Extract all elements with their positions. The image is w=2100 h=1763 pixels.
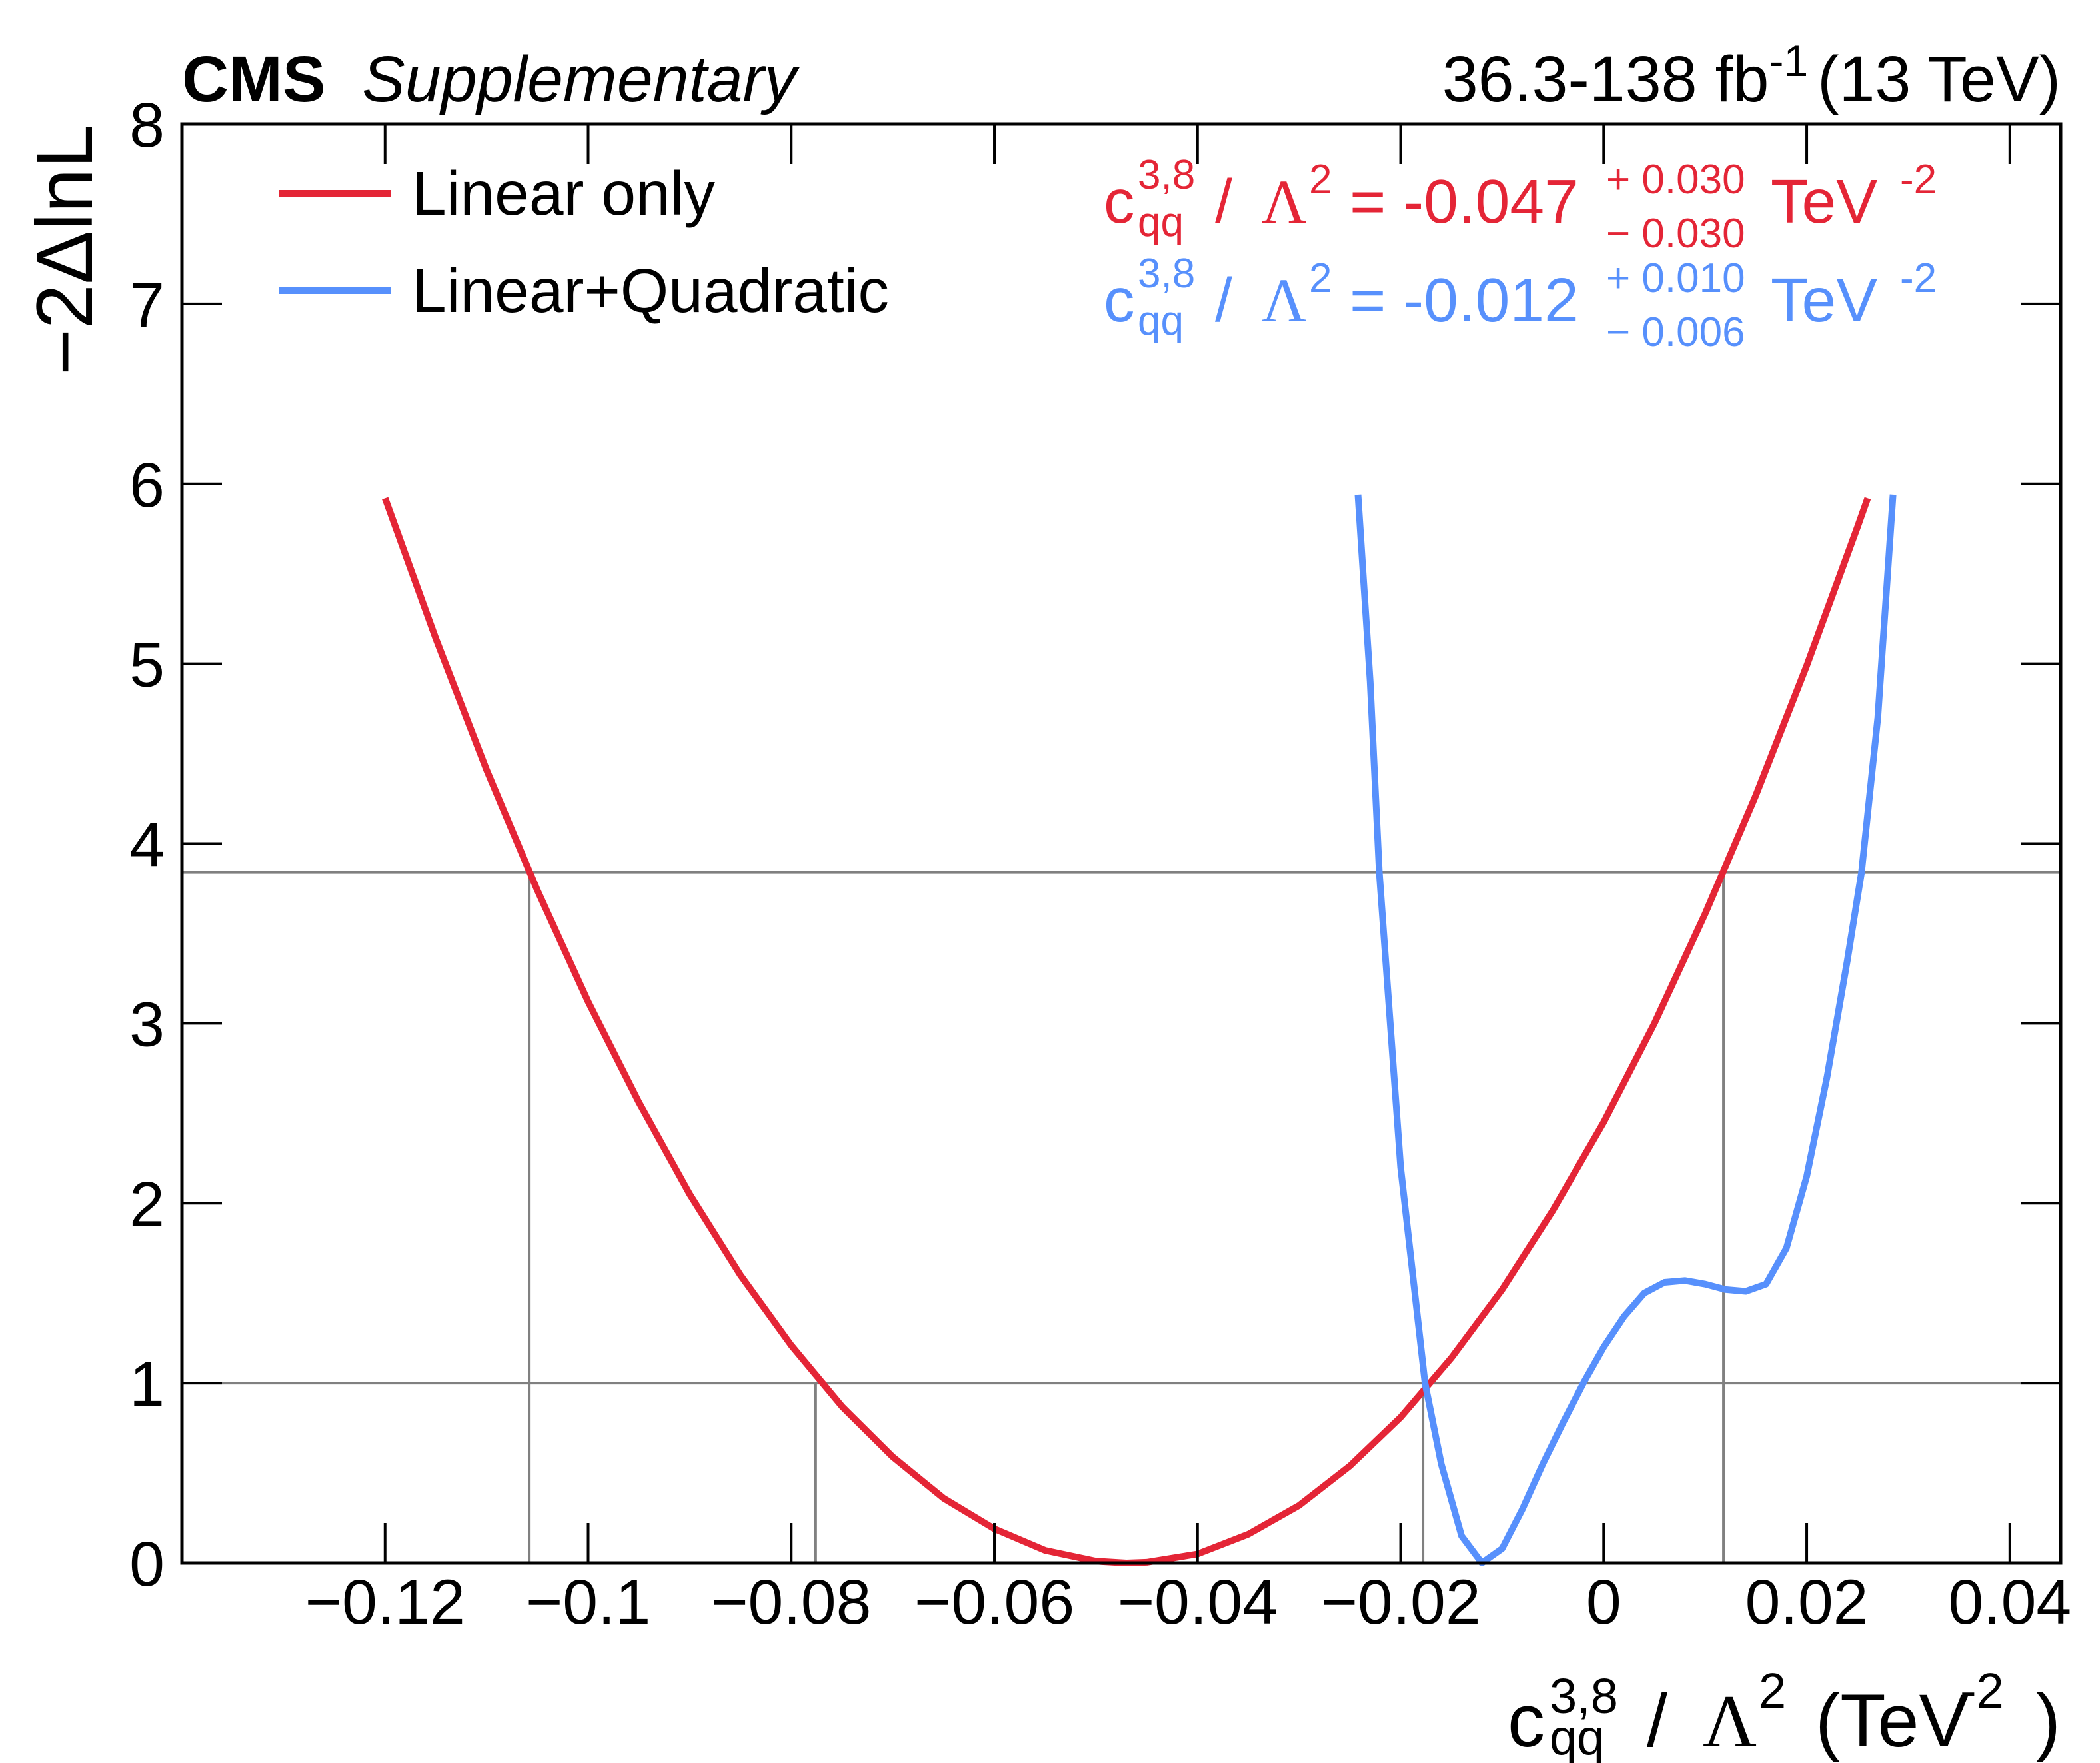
annotation-sub: qq xyxy=(1138,199,1184,245)
x-tick-label: −0.02 xyxy=(1320,1567,1480,1638)
y-axis-title: −2ΔlnL xyxy=(20,124,109,375)
lumi: 36.3-138 fb-1 (13 TeV) xyxy=(1442,36,2061,115)
y-tick-label: 3 xyxy=(129,989,165,1060)
annotation-lambda: Λ xyxy=(1262,168,1306,237)
annotation-sup: 3,8 xyxy=(1138,152,1195,198)
annotation-lambda: Λ xyxy=(1262,267,1306,335)
annotation-unit-sup: -2 xyxy=(1900,255,1937,301)
x-tick-label: −0.08 xyxy=(711,1567,871,1638)
x-label-unit: (TeV xyxy=(1815,1679,1969,1762)
annotation-up: + 0.010 xyxy=(1606,255,1745,301)
annotation-down: − 0.030 xyxy=(1606,211,1745,257)
annotation-slash: / xyxy=(1215,265,1232,335)
annotation-up: + 0.030 xyxy=(1606,157,1745,203)
annotation-sub: qq xyxy=(1138,298,1184,344)
x-label-sup: 3,8 xyxy=(1550,1668,1618,1724)
curve xyxy=(1354,494,1897,1566)
annotation-value: = -0.012 xyxy=(1350,265,1579,335)
x-label-lambda: Λ xyxy=(1703,1680,1757,1763)
y-tick-label: 0 xyxy=(129,1529,165,1600)
annotation-unit: TeV xyxy=(1771,265,1877,335)
annotation-slash: / xyxy=(1215,167,1232,236)
y-tick-label: 5 xyxy=(129,630,165,701)
annotation-value: = -0.047 xyxy=(1350,167,1579,236)
x-tick-label: −0.04 xyxy=(1118,1567,1278,1638)
x-label-lambda-sup: 2 xyxy=(1759,1663,1786,1718)
x-label-sub: qq xyxy=(1550,1710,1604,1763)
x-tick-label: 0 xyxy=(1586,1567,1621,1638)
x-label-slash: / xyxy=(1647,1679,1668,1762)
y-tick-label: 6 xyxy=(129,450,165,521)
legend-label: Linear+Quadratic xyxy=(412,256,889,325)
y-tick-label: 4 xyxy=(129,810,165,881)
y-tick-label: 8 xyxy=(129,90,165,161)
energy: (13 TeV) xyxy=(1817,43,2061,115)
x-label-close: ) xyxy=(2036,1679,2061,1762)
x-tick-label: −0.06 xyxy=(914,1567,1074,1638)
status: Supplementary xyxy=(362,43,800,115)
x-label-unit-sup: -2 xyxy=(1960,1663,2004,1718)
annotation-lambda-sup: 2 xyxy=(1309,157,1332,203)
legend-label: Linear only xyxy=(412,159,715,228)
annotation-symbol: c xyxy=(1104,167,1135,236)
y-tick-label: 1 xyxy=(129,1349,165,1420)
x-label-symbol: c xyxy=(1508,1679,1545,1762)
annotation-lambda-sup: 2 xyxy=(1309,255,1332,301)
y-tick-label: 2 xyxy=(129,1169,165,1240)
experiment: CMS xyxy=(182,43,326,115)
x-tick-label: −0.12 xyxy=(305,1567,465,1638)
x-tick-label: 0.04 xyxy=(1948,1567,2071,1638)
x-tick-label: −0.1 xyxy=(526,1567,651,1638)
lumi-exp: -1 xyxy=(1769,36,1808,85)
annotation-sup: 3,8 xyxy=(1138,251,1195,297)
y-tick-label: 7 xyxy=(129,270,165,341)
lumi-text: 36.3-138 fb xyxy=(1442,43,1769,115)
annotation-symbol: c xyxy=(1104,265,1135,335)
annotation-unit: TeV xyxy=(1771,167,1877,236)
x-tick-label: 0.02 xyxy=(1745,1567,1869,1638)
annotation-unit-sup: -2 xyxy=(1900,157,1937,203)
annotation-down: − 0.006 xyxy=(1606,309,1745,355)
